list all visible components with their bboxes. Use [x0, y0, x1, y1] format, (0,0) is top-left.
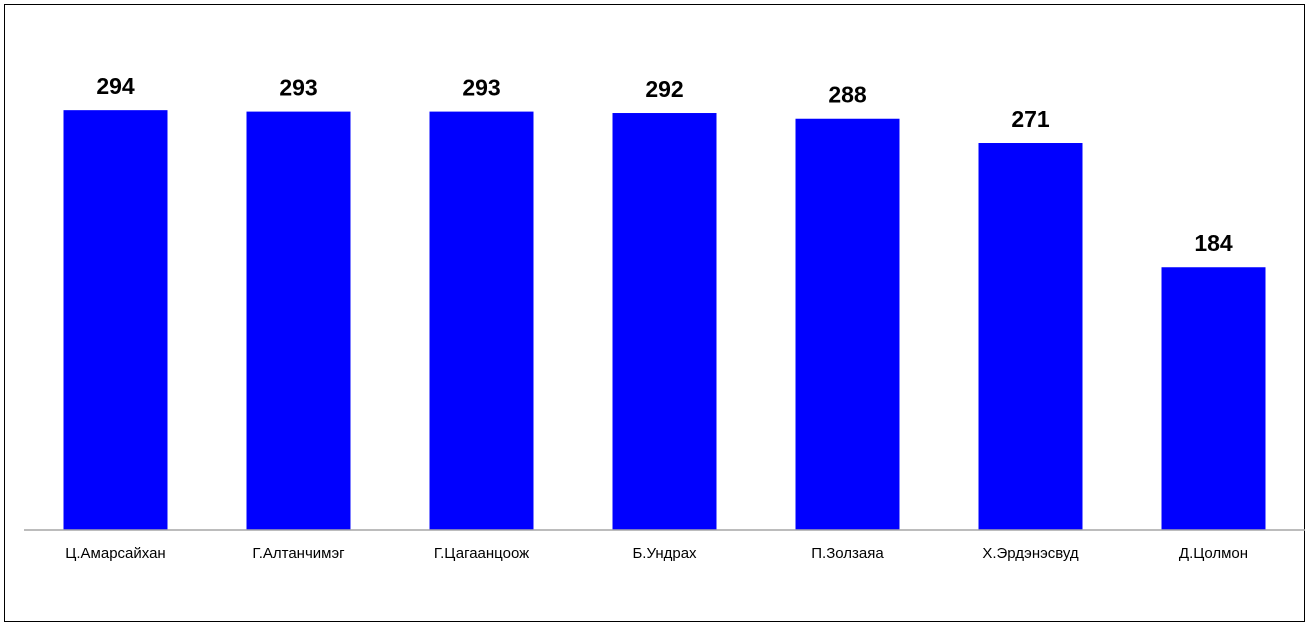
bar-3	[612, 113, 717, 531]
value-labels-group: 294 293 293 292 288 271 184	[96, 73, 1233, 256]
value-label-2: 293	[462, 75, 500, 101]
x-tick-label-4: П.Золзаяа	[811, 545, 884, 562]
bar-4	[795, 118, 900, 531]
x-tick-label-3: Б.Ундрах	[632, 545, 697, 562]
bar-6	[1161, 267, 1266, 530]
value-label-6: 184	[1194, 230, 1233, 256]
bars-group	[63, 110, 1266, 531]
bar-0	[63, 110, 168, 530]
x-tick-label-6: Д.Цолмон	[1179, 545, 1248, 562]
bar-1	[246, 111, 351, 530]
x-tick-label-1: Г.Алтанчимэг	[252, 545, 345, 562]
value-label-0: 294	[96, 73, 135, 99]
x-tick-label-0: Ц.Амарсайхан	[65, 545, 165, 562]
x-tick-label-5: Х.Эрдэнэсвуд	[982, 545, 1079, 562]
value-label-1: 293	[279, 75, 317, 101]
value-label-4: 288	[828, 82, 867, 108]
value-label-3: 292	[645, 76, 683, 102]
bar-5	[978, 143, 1083, 530]
x-tick-labels-group: Ц.Амарсайхан Г.Алтанчимэг Г.Цагаанцоож Б.Ун…	[65, 545, 1248, 562]
x-tick-label-2: Г.Цагаанцоож	[434, 545, 529, 562]
value-label-5: 271	[1011, 106, 1050, 132]
bar-2	[429, 111, 534, 530]
